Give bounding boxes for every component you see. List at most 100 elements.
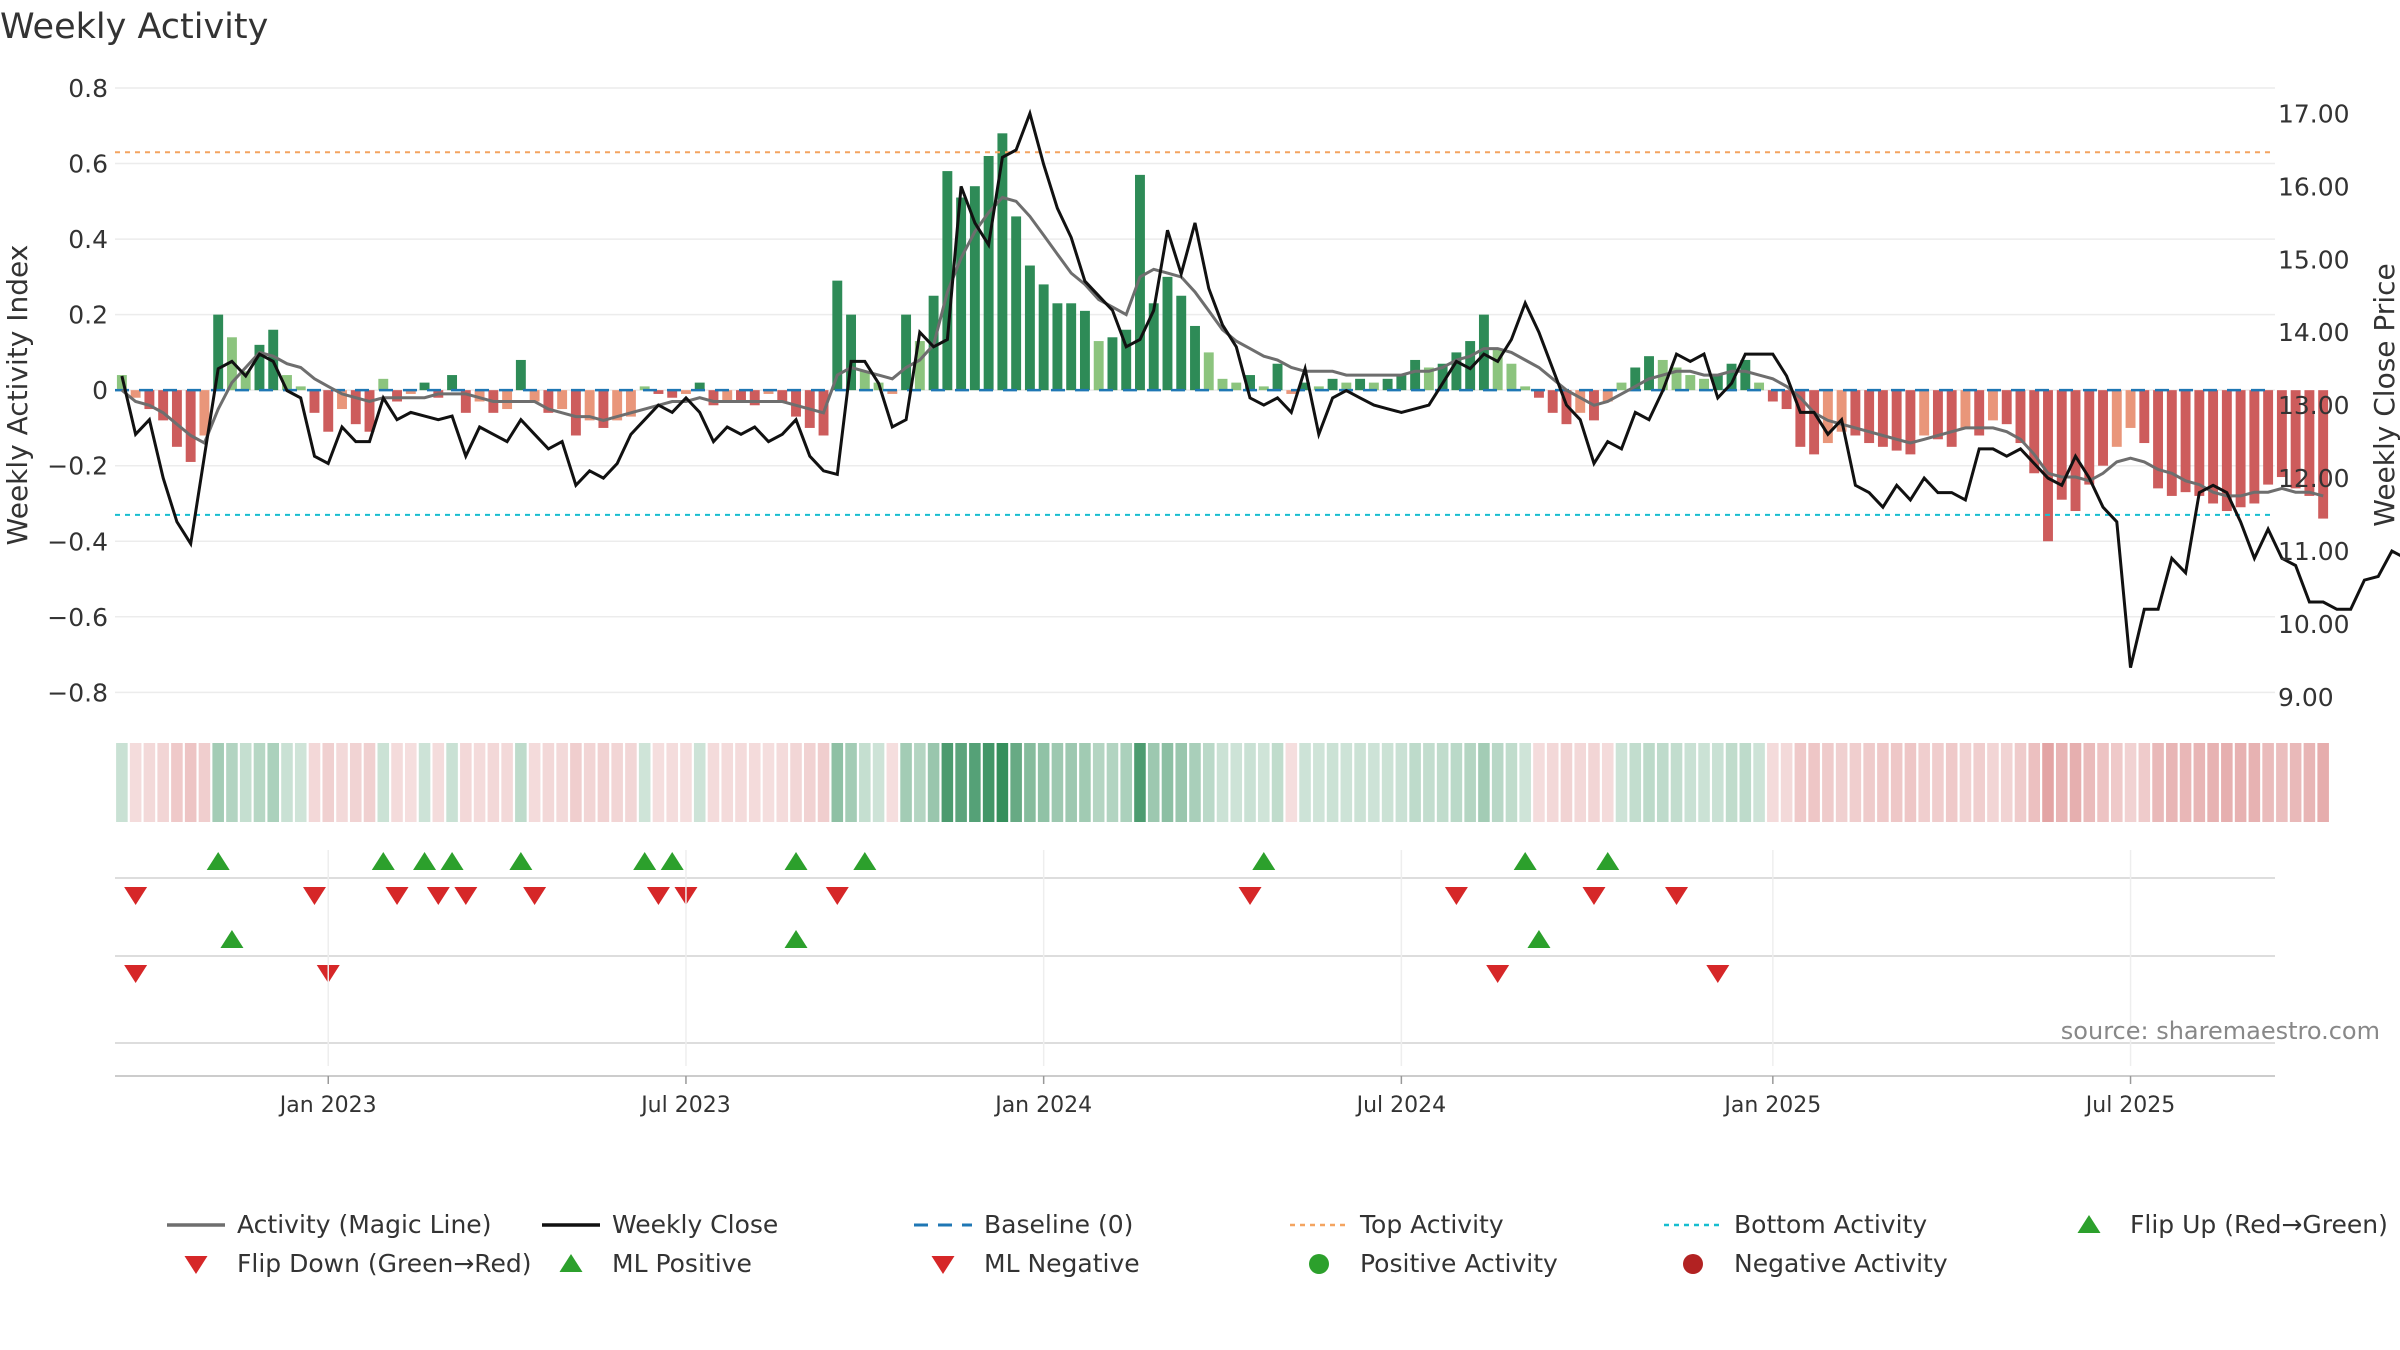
- activity-bar: [1341, 382, 1352, 391]
- heat-cell: [1079, 743, 1091, 822]
- activity-bar: [2029, 390, 2040, 474]
- flip-up-marker: [660, 852, 684, 870]
- heat-cell: [1313, 743, 1325, 822]
- activity-bar: [199, 390, 210, 436]
- heat-cell: [969, 743, 981, 822]
- activity-bar: [1492, 348, 1503, 391]
- heat-cell: [1340, 743, 1353, 822]
- legend-item: Flip Down (Green→Red): [184, 1249, 532, 1278]
- activity-bar: [2221, 390, 2232, 512]
- heat-cell: [198, 743, 211, 822]
- heat-cell: [1120, 743, 1132, 822]
- activity-bars: [116, 133, 2329, 542]
- legend-item: Positive Activity: [1309, 1249, 1558, 1278]
- activity-bar: [832, 280, 843, 391]
- heat-cell: [2055, 743, 2068, 822]
- activity-bar: [1891, 390, 1902, 451]
- heat-cell: [515, 743, 527, 822]
- heat-cell: [2000, 743, 2013, 822]
- heat-cell: [253, 743, 266, 822]
- activity-bar: [1313, 386, 1324, 391]
- x-tick-label: Jul 2023: [639, 1093, 731, 1118]
- flip-down-marker: [302, 887, 326, 905]
- heat-cell: [542, 743, 555, 822]
- heat-cell: [2028, 743, 2041, 822]
- flip-up-marker: [853, 852, 877, 870]
- heat-cell: [1863, 743, 1875, 822]
- activity-bar: [364, 390, 375, 432]
- heat-cell: [941, 743, 954, 822]
- activity-bar: [1258, 386, 1269, 391]
- legend-swatch-triangle-up: [2077, 1215, 2101, 1233]
- activity-bar: [1946, 390, 1957, 447]
- activity-bar: [570, 390, 581, 436]
- heat-cell: [831, 743, 844, 822]
- legend-label: Flip Up (Red→Green): [2130, 1210, 2388, 1239]
- activity-bar: [736, 390, 746, 402]
- heat-cell: [666, 743, 678, 822]
- heat-cell: [1478, 743, 1490, 822]
- activity-bar: [1286, 390, 1297, 394]
- legend-item: Flip Up (Red→Green): [2077, 1210, 2388, 1239]
- heat-cell: [803, 743, 816, 822]
- heat-cell: [886, 743, 899, 822]
- heat-cell: [2317, 743, 2329, 822]
- heat-cell: [212, 743, 224, 822]
- heat-cell: [1491, 743, 1504, 822]
- heat-cell: [927, 743, 940, 822]
- heat-cell: [391, 743, 403, 822]
- heat-cell: [1684, 743, 1697, 822]
- activity-bar: [791, 390, 801, 417]
- legend: Activity (Magic Line) Weekly Close Baselin…: [167, 1210, 2388, 1278]
- flip-down-marker: [523, 887, 547, 905]
- flip-down-marker: [825, 887, 849, 905]
- heat-cell: [349, 743, 362, 822]
- heat-cell: [1106, 743, 1119, 822]
- flip-up-marker: [633, 852, 657, 870]
- legend-label: Positive Activity: [1360, 1249, 1558, 1278]
- activity-bar: [1781, 390, 1792, 410]
- heat-cell: [2303, 743, 2316, 822]
- legend-label: ML Negative: [984, 1249, 1140, 1278]
- activity-bar: [1148, 303, 1159, 391]
- heat-cell: [2289, 743, 2302, 822]
- heat-cell: [1822, 743, 1834, 822]
- activity-bar: [1850, 390, 1861, 436]
- activity-bar: [901, 314, 912, 391]
- activity-bar: [1396, 375, 1407, 391]
- activity-bar: [2235, 390, 2246, 508]
- flip-up-marker: [784, 930, 808, 948]
- heat-cell: [1368, 743, 1380, 822]
- heat-cell: [982, 743, 995, 822]
- heat-cell: [322, 743, 335, 822]
- heat-cell: [281, 743, 293, 822]
- heat-cell: [1918, 743, 1930, 822]
- legend-label: Negative Activity: [1734, 1249, 1948, 1278]
- activity-bar: [1135, 174, 1145, 391]
- heat-cell: [1698, 743, 1710, 822]
- heat-cell: [2138, 743, 2151, 822]
- activity-bar: [777, 390, 788, 402]
- heat-cell: [2193, 743, 2206, 822]
- heat-cell: [1808, 743, 1820, 822]
- activity-bar: [1011, 216, 1022, 391]
- activity-bar: [2263, 390, 2274, 485]
- weekly-close-line: [120, 108, 2400, 668]
- heat-cell: [1849, 743, 1862, 822]
- y-left-tick-label: −0.6: [47, 603, 108, 632]
- heat-cell: [377, 743, 390, 822]
- flip-down-marker: [426, 887, 450, 905]
- activity-bar: [1465, 341, 1476, 391]
- activity-bar: [681, 390, 691, 394]
- y-left-tick-label: 0.4: [68, 225, 108, 254]
- activity-bar: [502, 390, 513, 410]
- legend-item: Weekly Close: [542, 1210, 778, 1239]
- heat-cell: [776, 743, 789, 822]
- y-left-tick-label: 0.2: [68, 301, 108, 330]
- y-right-tick-label: 11.00: [2278, 537, 2350, 566]
- flip-down-marker: [1444, 887, 1468, 905]
- heat-cell: [157, 743, 169, 822]
- heat-cell: [1656, 743, 1669, 822]
- heat-cell: [2166, 743, 2178, 822]
- y-right-tick-label: 15.00: [2278, 245, 2350, 274]
